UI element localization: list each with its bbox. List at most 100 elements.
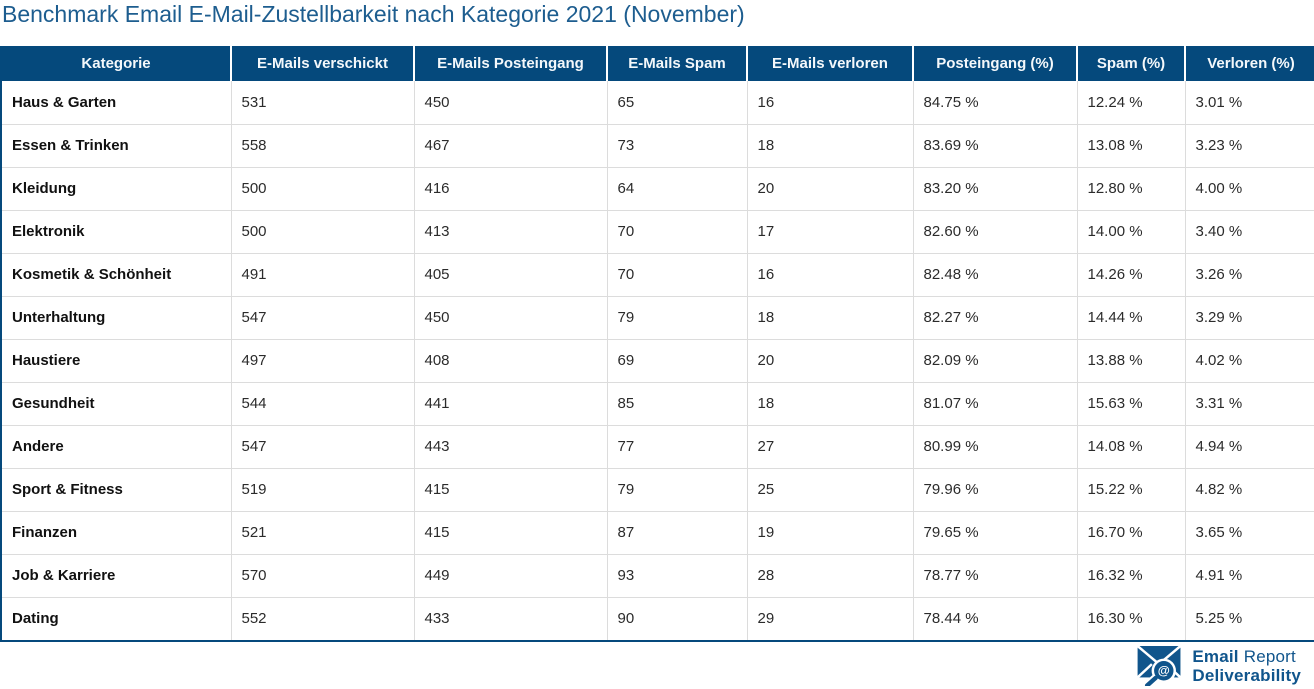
value-cell: 443	[413, 425, 607, 469]
value-cell: 450	[413, 296, 607, 340]
value-cell: 552	[230, 597, 414, 640]
value-cell: 416	[413, 167, 607, 211]
table-row: Dating 552 433 90 29 78.44 % 16.30 % 5.25 %	[2, 597, 1314, 640]
value-cell: 408	[413, 339, 607, 383]
category-cell: Job & Karriere	[2, 554, 231, 598]
value-cell: 3.31 %	[1184, 382, 1314, 426]
value-cell: 70	[606, 253, 747, 297]
category-cell: Haus & Garten	[2, 81, 231, 125]
column-header-kategorie: Kategorie	[2, 46, 231, 81]
value-cell: 29	[746, 597, 913, 640]
envelope-magnifier-at-icon: @	[1136, 645, 1183, 689]
value-cell: 82.27 %	[912, 296, 1077, 340]
logo-word-deliverability: Deliverability	[1192, 666, 1301, 685]
value-cell: 544	[230, 382, 414, 426]
value-cell: 12.24 %	[1076, 81, 1185, 125]
value-cell: 500	[230, 167, 414, 211]
logo-word-report: Report	[1243, 647, 1296, 666]
value-cell: 14.26 %	[1076, 253, 1185, 297]
category-cell: Kleidung	[2, 167, 231, 211]
value-cell: 83.69 %	[912, 124, 1077, 168]
logo-word-email: Email	[1192, 647, 1239, 666]
value-cell: 70	[606, 210, 747, 254]
value-cell: 15.63 %	[1076, 382, 1185, 426]
table-row: Elektronik 500 413 70 17 82.60 % 14.00 % 3.40 %	[2, 210, 1314, 254]
value-cell: 450	[413, 81, 607, 125]
value-cell: 69	[606, 339, 747, 383]
value-cell: 83.20 %	[912, 167, 1077, 211]
value-cell: 547	[230, 296, 414, 340]
value-cell: 12.80 %	[1076, 167, 1185, 211]
value-cell: 16.70 %	[1076, 511, 1185, 555]
value-cell: 14.44 %	[1076, 296, 1185, 340]
column-header-verloren: E-Mails verloren	[746, 46, 913, 81]
value-cell: 4.02 %	[1184, 339, 1314, 383]
value-cell: 79	[606, 296, 747, 340]
category-cell: Finanzen	[2, 511, 231, 555]
value-cell: 449	[413, 554, 607, 598]
category-cell: Unterhaltung	[2, 296, 231, 340]
value-cell: 433	[413, 597, 607, 640]
value-cell: 13.88 %	[1076, 339, 1185, 383]
table-row: Kosmetik & Schönheit 491 405 70 16 82.48 % 14.…	[2, 253, 1314, 297]
value-cell: 3.65 %	[1184, 511, 1314, 555]
category-cell: Kosmetik & Schönheit	[2, 253, 231, 297]
value-cell: 20	[746, 339, 913, 383]
value-cell: 3.29 %	[1184, 296, 1314, 340]
value-cell: 497	[230, 339, 414, 383]
table-row: Sport & Fitness 519 415 79 25 79.96 % 15.22 % 4…	[2, 468, 1314, 512]
value-cell: 82.60 %	[912, 210, 1077, 254]
value-cell: 500	[230, 210, 414, 254]
table-header-row: Kategorie E-Mails verschickt E-Mails Pos…	[2, 46, 1314, 81]
table-row: Gesundheit 544 441 85 18 81.07 % 15.63 % 3.31 %	[2, 382, 1314, 426]
value-cell: 78.44 %	[912, 597, 1077, 640]
category-cell: Dating	[2, 597, 231, 640]
logo-text: Email Report Deliverability	[1192, 647, 1301, 685]
value-cell: 3.40 %	[1184, 210, 1314, 254]
value-cell: 521	[230, 511, 414, 555]
table-row: Haustiere 497 408 69 20 82.09 % 13.88 % 4.02 %	[2, 339, 1314, 383]
at-glyph: @	[1158, 664, 1170, 678]
value-cell: 415	[413, 511, 607, 555]
table-row: Finanzen 521 415 87 19 79.65 % 16.70 % 3.65 %	[2, 511, 1314, 555]
value-cell: 4.91 %	[1184, 554, 1314, 598]
column-header-verschickt: E-Mails verschickt	[230, 46, 414, 81]
value-cell: 558	[230, 124, 414, 168]
category-cell: Haustiere	[2, 339, 231, 383]
value-cell: 519	[230, 468, 414, 512]
value-cell: 82.48 %	[912, 253, 1077, 297]
value-cell: 18	[746, 124, 913, 168]
value-cell: 14.00 %	[1076, 210, 1185, 254]
value-cell: 3.26 %	[1184, 253, 1314, 297]
value-cell: 90	[606, 597, 747, 640]
value-cell: 79.96 %	[912, 468, 1077, 512]
value-cell: 15.22 %	[1076, 468, 1185, 512]
table-row: Kleidung 500 416 64 20 83.20 % 12.80 % 4.00 %	[2, 167, 1314, 211]
value-cell: 415	[413, 468, 607, 512]
table-row: Job & Karriere 570 449 93 28 78.77 % 16.32 % 4.…	[2, 554, 1314, 598]
value-cell: 18	[746, 382, 913, 426]
value-cell: 25	[746, 468, 913, 512]
value-cell: 82.09 %	[912, 339, 1077, 383]
email-report-deliverability-logo: @ Email Report Deliverability	[1136, 645, 1301, 689]
value-cell: 17	[746, 210, 913, 254]
value-cell: 16.32 %	[1076, 554, 1185, 598]
category-cell: Sport & Fitness	[2, 468, 231, 512]
value-cell: 85	[606, 382, 747, 426]
value-cell: 80.99 %	[912, 425, 1077, 469]
benchmark-table: Kategorie E-Mails verschickt E-Mails Pos…	[0, 46, 1314, 642]
value-cell: 87	[606, 511, 747, 555]
value-cell: 84.75 %	[912, 81, 1077, 125]
value-cell: 441	[413, 382, 607, 426]
value-cell: 467	[413, 124, 607, 168]
category-cell: Gesundheit	[2, 382, 231, 426]
value-cell: 570	[230, 554, 414, 598]
category-cell: Essen & Trinken	[2, 124, 231, 168]
value-cell: 20	[746, 167, 913, 211]
value-cell: 3.23 %	[1184, 124, 1314, 168]
value-cell: 4.94 %	[1184, 425, 1314, 469]
value-cell: 19	[746, 511, 913, 555]
value-cell: 18	[746, 296, 913, 340]
column-header-posteingang: E-Mails Posteingang	[413, 46, 607, 81]
value-cell: 77	[606, 425, 747, 469]
